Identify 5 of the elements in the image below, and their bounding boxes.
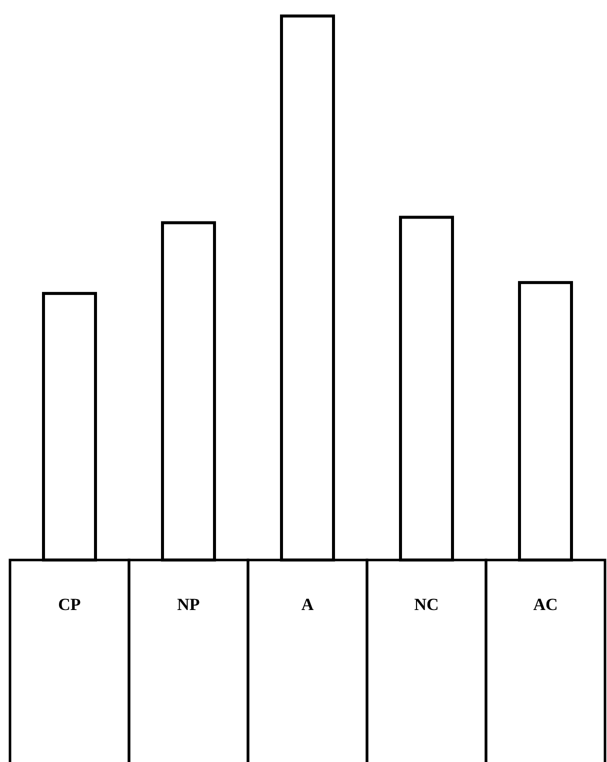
- x-tick-label: CP: [58, 595, 81, 614]
- x-tick-label: A: [301, 595, 314, 614]
- x-tick-label: NP: [177, 595, 200, 614]
- x-tick-label: AC: [533, 595, 558, 614]
- x-tick-label: NC: [414, 595, 439, 614]
